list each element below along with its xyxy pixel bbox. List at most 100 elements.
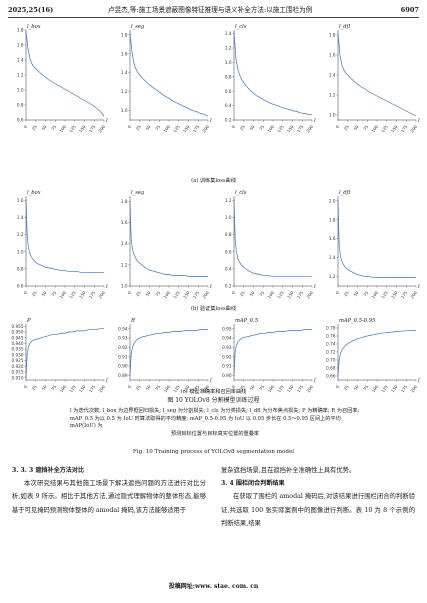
y-axis-label: mAP_0.5-0.95 xyxy=(339,318,375,324)
y-tick-label: 1.8 xyxy=(329,33,336,38)
x-tick-label: 0 xyxy=(334,384,340,389)
y-tick-label: 0.92 xyxy=(222,354,232,359)
chart-svg: 0.66 0.68 0.70 0.72 0.74 0.76 0.78 0 25 50 75 100 12… xyxy=(326,318,420,393)
x-tick-label: 50 xyxy=(249,124,256,131)
x-tick-label: 75 xyxy=(258,124,265,131)
x-tick-label: 150 xyxy=(390,384,399,393)
x-tick-label: 175 xyxy=(192,384,201,393)
body-column-left: 3. 3. 3 遮挡补全方法对比 本次研究结果与其他施工场景下解决遮挡问题的方法… xyxy=(12,464,206,517)
x-tick-label: 150 xyxy=(182,290,191,299)
chart-val-dfl-loss: 1.2 1.4 1.6 1.8 2.0 0 25 50 75 100 125 150 175 200 l_d… xyxy=(320,188,420,299)
figure-note-line: l 为迭代次数; l_box 为边界框回归损失; l_seg 为分割损失; l_… xyxy=(70,408,360,414)
sub-caption-metrics: (c) 模型准确率和召回率曲线 xyxy=(180,389,247,395)
x-tick-label: 100 xyxy=(59,124,68,133)
figure-note: l 为迭代次数; l_box 为边界框回归损失; l_seg 为分割损失; l_… xyxy=(70,408,360,438)
x-tick-label: 175 xyxy=(400,124,409,133)
page-number: 6907 xyxy=(400,6,419,14)
y-tick-label: 0.72 xyxy=(326,350,336,355)
y-tick-label: 0.68 xyxy=(326,366,336,371)
series-line xyxy=(129,32,209,117)
x-tick-label: 50 xyxy=(41,124,48,131)
x-tick-label: 25 xyxy=(239,384,246,391)
chart-svg: 0.89 0.90 0.91 0.92 0.93 0.94 0 25 50 75 100 125 150… xyxy=(118,318,212,393)
figure-note-line: mAP_0.5 为以 0.5 为 IoU 时算法取得的平均精度; mAP_0.5… xyxy=(70,415,341,430)
x-tick-label: 50 xyxy=(249,290,256,297)
y-tick-label: 1.2 xyxy=(17,232,24,237)
y-tick-label: 0.935 xyxy=(12,347,24,352)
y-tick-label: 0.940 xyxy=(12,341,24,346)
y-tick-label: 1.0 xyxy=(17,88,24,93)
y-tick-label: 1.0 xyxy=(121,108,128,113)
y-tick-label: 1.4 xyxy=(17,58,24,63)
x-tick-label: 200 xyxy=(98,290,107,299)
y-tick-label: 1.8 xyxy=(121,32,128,37)
x-axis-label: l xyxy=(314,284,316,290)
x-tick-label: 200 xyxy=(202,384,211,393)
x-tick-label: 150 xyxy=(182,384,191,393)
x-axis-label: l xyxy=(314,118,316,124)
y-tick-label: 1.4 xyxy=(225,31,232,36)
chart-map50: 0.90 0.91 0.92 0.93 0.94 0.95 0 25 50 75 100 125 150… xyxy=(216,316,316,393)
x-tick-label: 75 xyxy=(50,124,57,131)
y-axis-label: l_box xyxy=(27,24,41,30)
chart-train-box-loss: 0.6 0.8 1.0 1.2 1.4 1.6 1.8 0 25 50 75 100 125 150 175… xyxy=(8,22,108,133)
series-line xyxy=(233,198,312,277)
y-tick-label: 0.4 xyxy=(225,266,232,271)
section-heading: 3. 3. 3 遮挡补全方法对比 xyxy=(12,467,85,474)
y-tick-label: 1.6 xyxy=(329,53,336,58)
chart-train-seg-loss: 1.0 1.2 1.4 1.6 1.8 0 25 50 75 100 125 150 175 200 l_s… xyxy=(112,22,212,133)
y-tick-label: 1.4 xyxy=(121,241,128,246)
x-tick-label: 25 xyxy=(343,384,350,391)
series-line xyxy=(337,32,417,117)
y-tick-label: 1.2 xyxy=(329,274,336,279)
x-tick-label: 150 xyxy=(78,384,87,393)
series-line xyxy=(233,329,312,376)
running-title: 卢昱杰,等:施工场景遮蔽图像特征推理与语义补全方法:以施工围栏为例 xyxy=(108,6,313,14)
x-tick-label: 150 xyxy=(78,290,87,299)
x-tick-label: 175 xyxy=(296,290,305,299)
y-tick-label: 2.0 xyxy=(329,198,336,203)
x-tick-label: 50 xyxy=(353,384,360,391)
x-tick-label: 0 xyxy=(230,384,236,389)
x-tick-label: 125 xyxy=(276,290,285,299)
x-tick-label: 150 xyxy=(286,124,295,133)
y-tick-label: 1.0 xyxy=(225,215,232,220)
y-tick-label: 1.6 xyxy=(121,220,128,225)
x-tick-label: 100 xyxy=(267,384,276,393)
x-tick-label: 150 xyxy=(286,290,295,299)
x-tick-label: 125 xyxy=(276,384,285,393)
series-line xyxy=(129,201,208,277)
x-axis-label: l xyxy=(106,284,108,290)
sub-caption-val: (b) 验证集loss曲线 xyxy=(190,306,237,312)
x-tick-label: 150 xyxy=(78,124,87,133)
series-line xyxy=(337,330,416,377)
x-tick-label: 100 xyxy=(371,124,380,133)
series-line xyxy=(337,200,416,278)
x-tick-label: 175 xyxy=(192,290,201,299)
figure-row-val: 0.6 0.8 1.0 1.2 1.4 1.6 0 25 50 75 100 125 150 175 200… xyxy=(0,152,427,299)
chart-svg: 0.2 0.4 0.6 0.8 1.0 1.2 0 25 50 75 100 125 150 175 200… xyxy=(225,190,316,299)
x-tick-label: 175 xyxy=(88,124,97,133)
sub-caption-train: (a) 训练集loss曲线 xyxy=(191,178,236,184)
chart-train-dfl-loss: 1.0 1.2 1.4 1.6 1.8 0 25 50 75 100 125 150 175 200 l_d… xyxy=(320,22,420,133)
x-tick-label: 0 xyxy=(126,290,132,295)
chart-svg: 1.2 1.4 1.6 1.8 2.0 0 25 50 75 100 125 150 175 200 l_d… xyxy=(329,190,420,299)
journal-issue: 2025,25(16) xyxy=(8,6,54,14)
y-tick-label: 1.2 xyxy=(225,46,232,51)
x-tick-label: 0 xyxy=(230,290,236,295)
x-axis-label: l xyxy=(210,118,212,124)
y-tick-label: 1.0 xyxy=(17,249,24,254)
chart-precision: 0.910 0.915 0.920 0.925 0.930 0.935 0.940 0.945… xyxy=(8,316,109,393)
chart-svg: 0.90 0.91 0.92 0.93 0.94 0.95 0 25 50 75 100 125 150… xyxy=(222,318,316,393)
x-tick-label: 75 xyxy=(362,124,369,131)
x-axis-label: l xyxy=(418,284,420,290)
chart-val-seg-loss: 1.0 1.2 1.4 1.6 1.8 0 25 50 75 100 125 150 175 200 l_s… xyxy=(112,188,212,299)
y-tick-label: 0.95 xyxy=(222,326,232,331)
y-tick-label: 0.91 xyxy=(222,364,232,369)
chart-svg: 0.2 0.4 0.6 0.8 1.0 1.2 1.4 0 25 50 75 100 125 150 175… xyxy=(225,24,316,133)
x-tick-label: 175 xyxy=(400,384,409,393)
y-tick-label: 0.6 xyxy=(225,249,232,254)
y-tick-label: 1.4 xyxy=(329,73,336,78)
y-tick-label: 0.910 xyxy=(12,375,24,380)
x-axis-label: l xyxy=(106,378,108,384)
